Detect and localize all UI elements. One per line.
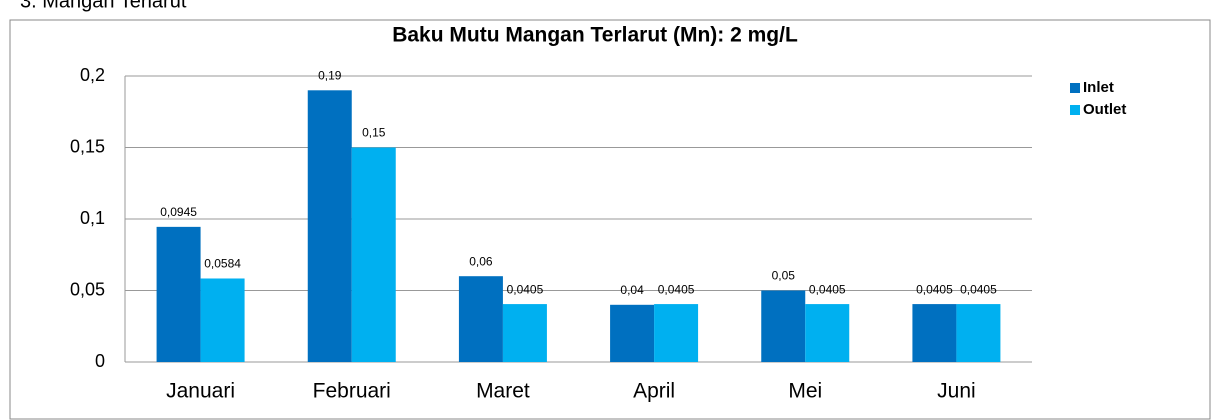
bar	[761, 290, 806, 362]
x-tick-label: April	[633, 380, 675, 403]
x-tick-label: Januari	[166, 380, 235, 403]
bar	[458, 276, 503, 362]
data-label: 0,0405	[960, 282, 997, 296]
legend-label: Inlet	[1083, 79, 1114, 96]
x-tick-label: Juni	[937, 380, 976, 403]
data-label: 0,0405	[916, 282, 953, 296]
legend-label: Outlet	[1083, 101, 1126, 118]
bar	[156, 226, 201, 362]
heading: 3. Mangan Terlarut	[20, 0, 187, 12]
y-tick-label: 0,1	[80, 208, 105, 228]
y-tick-label: 0	[95, 351, 105, 371]
data-label: 0,0405	[658, 282, 695, 296]
bar	[307, 90, 352, 363]
legend-swatch	[1070, 83, 1080, 93]
data-label: 0,06	[469, 254, 493, 268]
legend-swatch	[1070, 105, 1080, 115]
data-label: 0,15	[362, 126, 386, 140]
bar	[610, 304, 655, 362]
bar	[912, 304, 957, 362]
bar	[805, 304, 850, 362]
data-label: 0,04	[620, 283, 644, 297]
data-label: 0,0945	[160, 205, 197, 219]
data-label: 0,05	[772, 269, 796, 283]
bar	[654, 304, 699, 362]
data-label: 0,19	[318, 68, 342, 82]
bar	[956, 304, 1001, 362]
y-tick-label: 0,15	[70, 136, 105, 156]
data-label: 0,0584	[204, 257, 241, 271]
bar	[200, 278, 245, 362]
bar	[351, 147, 396, 362]
x-tick-label: Maret	[476, 380, 530, 403]
data-label: 0,0405	[809, 282, 846, 296]
data-label: 0,0405	[507, 282, 544, 296]
x-tick-label: Februari	[313, 380, 391, 403]
bar	[502, 304, 547, 362]
y-tick-label: 0,2	[80, 65, 105, 85]
x-tick-label: Mei	[788, 380, 822, 403]
chart-title: Baku Mutu Mangan Terlarut (Mn): 2 mg/L	[392, 24, 798, 47]
y-tick-label: 0,05	[70, 279, 105, 299]
